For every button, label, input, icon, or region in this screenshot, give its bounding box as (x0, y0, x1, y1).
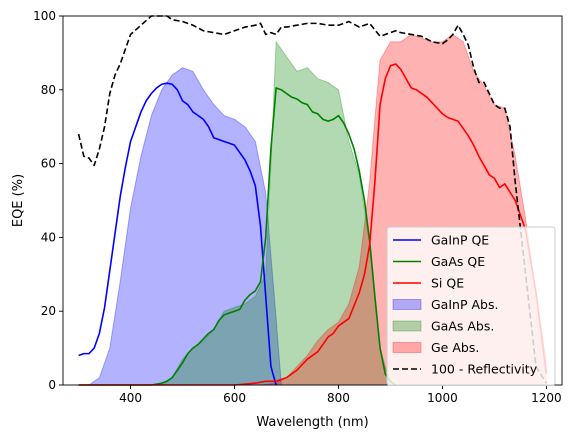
legend-label-gaas-qe: GaAs QE (431, 254, 485, 269)
x-tick-label: 400 (119, 391, 142, 405)
gaas-abs-area (78, 40, 392, 386)
si-qe-line (78, 63, 548, 386)
legend-label-100-reflectivity: 100 - Reflectivity (431, 362, 538, 377)
y-tick-label: 100 (33, 9, 56, 23)
legend-box (386, 226, 556, 386)
legend-swatch-gaas-abs (392, 320, 422, 332)
x-axis-label: Wavelength (nm) (256, 415, 368, 430)
y-tick-label: 80 (41, 83, 56, 97)
100-reflectivity-line (77, 15, 548, 384)
y-tick-label: 60 (41, 157, 56, 171)
legend-label-gainp-qe: GaInP QE (431, 233, 489, 248)
y-tick-label: 0 (48, 378, 56, 392)
axes: 400 600 800 1000 1200 0 20 40 60 80 100 (33, 9, 563, 405)
axes-frame (62, 15, 563, 386)
x-tick-label: 600 (223, 391, 246, 405)
gaas-qe-line (78, 87, 397, 386)
legend-label-gaas-abs: GaAs Abs. (431, 319, 494, 334)
legend-label-ge-abs: Ge Abs. (431, 340, 479, 355)
legend-swatch-ge-abs (392, 342, 422, 353)
legend-swatch-gainp-abs (392, 299, 422, 310)
y-tick-label: 40 (41, 230, 56, 244)
x-tick-label: 800 (327, 391, 350, 405)
y-axis-label: EQE (%) (11, 174, 26, 227)
legend-label-gainp-abs: GaInP Abs. (431, 297, 498, 312)
x-tick-label: 1200 (531, 391, 562, 405)
gainp-abs-area (78, 67, 282, 386)
gainp-qe-line (78, 82, 277, 386)
legend: GaInP QE GaAs QE Si QE GaInP Abs. GaAs Abs. G… (386, 226, 556, 386)
x-tick-label: 1000 (427, 391, 458, 405)
y-tick-label: 20 (41, 304, 56, 318)
legend-label-si-qe: Si QE (431, 276, 464, 291)
